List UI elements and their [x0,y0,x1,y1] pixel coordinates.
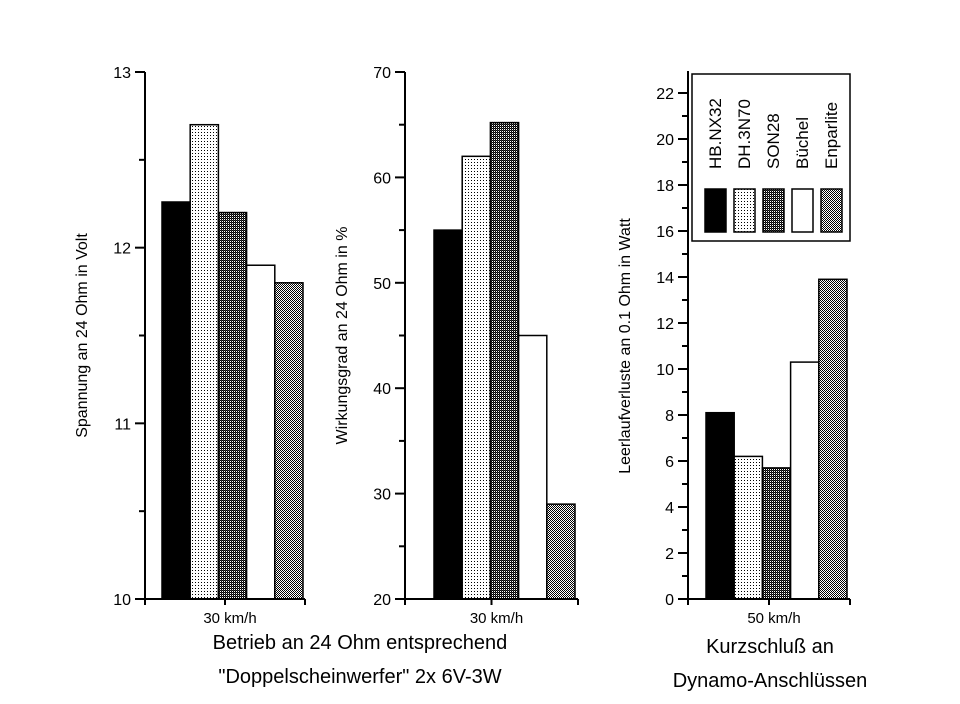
bar-2 [461,155,492,600]
y-tick-label: 70 [373,65,391,82]
y-tick-label: 30 [373,487,391,504]
caption-left-line2: "Doppelscheinwerfer" 2x 6V-3W [218,666,502,688]
legend: HB.NX32 DH.3N70 SON28 Büchel Enparlite [691,73,851,242]
y-tick-label: 10 [656,362,674,379]
y-tick-label: 22 [656,86,674,103]
y-tick-label: 18 [656,178,674,195]
bar-2 [733,455,764,600]
x-tick-label: 30 km/h [470,610,523,627]
legend-label: HB.NX32 [706,98,725,169]
bar-4 [789,361,820,600]
y-tick-label: 50 [373,276,391,293]
y-tick-label: 40 [373,381,391,398]
legend-label: DH.3N70 [735,99,754,169]
legend-label: Büchel [793,117,812,169]
caption-left-line1: Betrieb an 24 Ohm entsprechend [212,632,508,654]
y-tick-label: 10 [113,592,131,609]
y-tick-label: 12 [656,316,674,333]
legend-swatch [733,188,756,233]
legend-swatch [791,188,814,233]
bar-5 [818,278,848,600]
y-tick-label: 8 [665,408,674,425]
y-tick-label: 6 [665,454,674,471]
y-tick-label: 11 [114,416,131,433]
x-tick-label: 50 km/h [747,610,800,627]
legend-swatch [820,188,843,233]
y-axis-label: Wirkungsgrad an 24 Ohm in % [334,227,351,445]
y-tick-label: 20 [373,592,391,609]
y-tick-label: 20 [656,132,674,149]
chart-panel-1: 10 11 12 13 30 km/h Spannung an 24 Ohm in Vol… [74,65,306,627]
y-tick-label: 60 [373,170,391,187]
bar-3 [217,211,248,600]
bar-5 [274,282,304,600]
bar-1 [705,411,735,600]
bar-1 [161,201,191,600]
y-tick-label: 14 [656,270,674,287]
bar-3 [761,467,792,600]
bar-4 [517,334,548,600]
bar-4 [245,264,276,600]
legend-label: Enparlite [822,102,841,169]
y-tick-label: 2 [665,546,674,563]
legend-label: SON28 [764,113,783,169]
chart-panel-3: 0 2 4 6 8 10 12 14 16 18 20 22 50 km/h Leerlaufverlus… [617,71,851,627]
bar-5 [546,503,576,600]
bar-2 [189,123,220,600]
y-tick-label: 13 [113,65,131,82]
legend-swatch [704,188,727,233]
y-tick-label: 0 [665,592,674,609]
caption-right-line1: Kurzschluß an [706,636,834,658]
bar-1 [433,229,463,600]
y-tick-label: 4 [665,500,674,517]
y-tick-label: 16 [656,224,674,241]
y-tick-label: 12 [113,241,131,258]
legend-swatch [762,188,785,233]
chart-panel-2: 20 30 40 50 60 70 30 km/h Wirkungsgrad an 24 Oh… [334,65,579,627]
y-axis-label: Leerlaufverluste an 0.1 Ohm in Watt [617,218,634,474]
y-axis-label: Spannung an 24 Ohm in Volt [74,233,91,438]
bar-3 [489,121,520,600]
caption-right-line2: Dynamo-Anschlüssen [672,670,868,692]
x-tick-label: 30 km/h [203,610,256,627]
